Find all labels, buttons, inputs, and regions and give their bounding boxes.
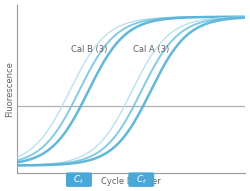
Text: $C_t$: $C_t$ xyxy=(74,173,85,186)
Y-axis label: Fluorescence: Fluorescence xyxy=(5,61,14,117)
Text: $C_t$: $C_t$ xyxy=(136,173,147,186)
Text: Cal B (3): Cal B (3) xyxy=(71,45,108,54)
Text: Cal A (3): Cal A (3) xyxy=(134,45,170,54)
X-axis label: Cycle Number: Cycle Number xyxy=(101,177,161,186)
